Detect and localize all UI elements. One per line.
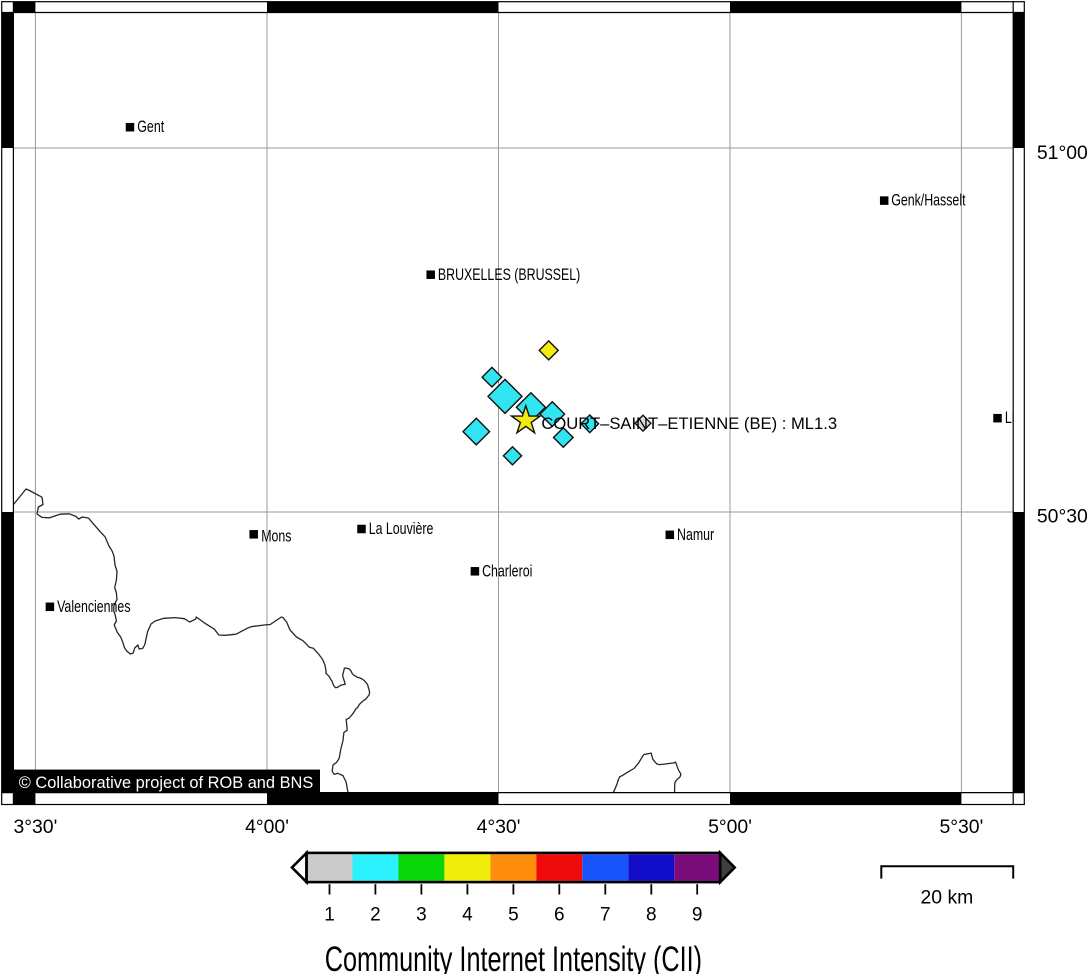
svg-text:20 km: 20 km — [920, 886, 973, 908]
svg-text:8: 8 — [646, 905, 657, 926]
svg-text:1: 1 — [324, 905, 335, 926]
svg-text:Genk/Hasselt: Genk/Hasselt — [891, 192, 966, 210]
svg-text:5°30': 5°30' — [939, 816, 983, 838]
svg-text:COURT–SAINT–ETIENNE (BE) : ML1: COURT–SAINT–ETIENNE (BE) : ML1.3 — [541, 414, 837, 433]
svg-text:2: 2 — [370, 905, 381, 926]
svg-text:Namur: Namur — [677, 526, 714, 544]
svg-text:50°30': 50°30' — [1037, 505, 1088, 527]
svg-text:4°30': 4°30' — [477, 816, 521, 838]
svg-text:Mons: Mons — [261, 528, 291, 546]
svg-text:BRUXELLES (BRUSSEL): BRUXELLES (BRUSSEL) — [438, 266, 580, 284]
svg-text:Community Internet Intensity (: Community Internet Intensity (CII) — [325, 939, 702, 974]
svg-text:5°00': 5°00' — [708, 816, 752, 838]
svg-text:Gent: Gent — [137, 118, 165, 136]
svg-text:© Collaborative project of ROB: © Collaborative project of ROB and BNS — [19, 774, 314, 792]
svg-text:Charleroi: Charleroi — [482, 563, 532, 581]
svg-text:51°00': 51°00' — [1037, 142, 1088, 164]
svg-text:7: 7 — [600, 905, 611, 926]
svg-text:6: 6 — [554, 905, 565, 926]
svg-text:9: 9 — [692, 905, 703, 926]
svg-text:Valenciennes: Valenciennes — [57, 598, 130, 616]
svg-text:La Louvière: La Louvière — [369, 520, 434, 538]
svg-text:5: 5 — [508, 905, 519, 926]
svg-text:4: 4 — [462, 905, 473, 926]
svg-text:4°00': 4°00' — [245, 816, 289, 838]
svg-text:3: 3 — [416, 905, 427, 926]
svg-text:3°30': 3°30' — [13, 816, 57, 838]
svg-text:Liège: Liège — [1005, 409, 1035, 427]
